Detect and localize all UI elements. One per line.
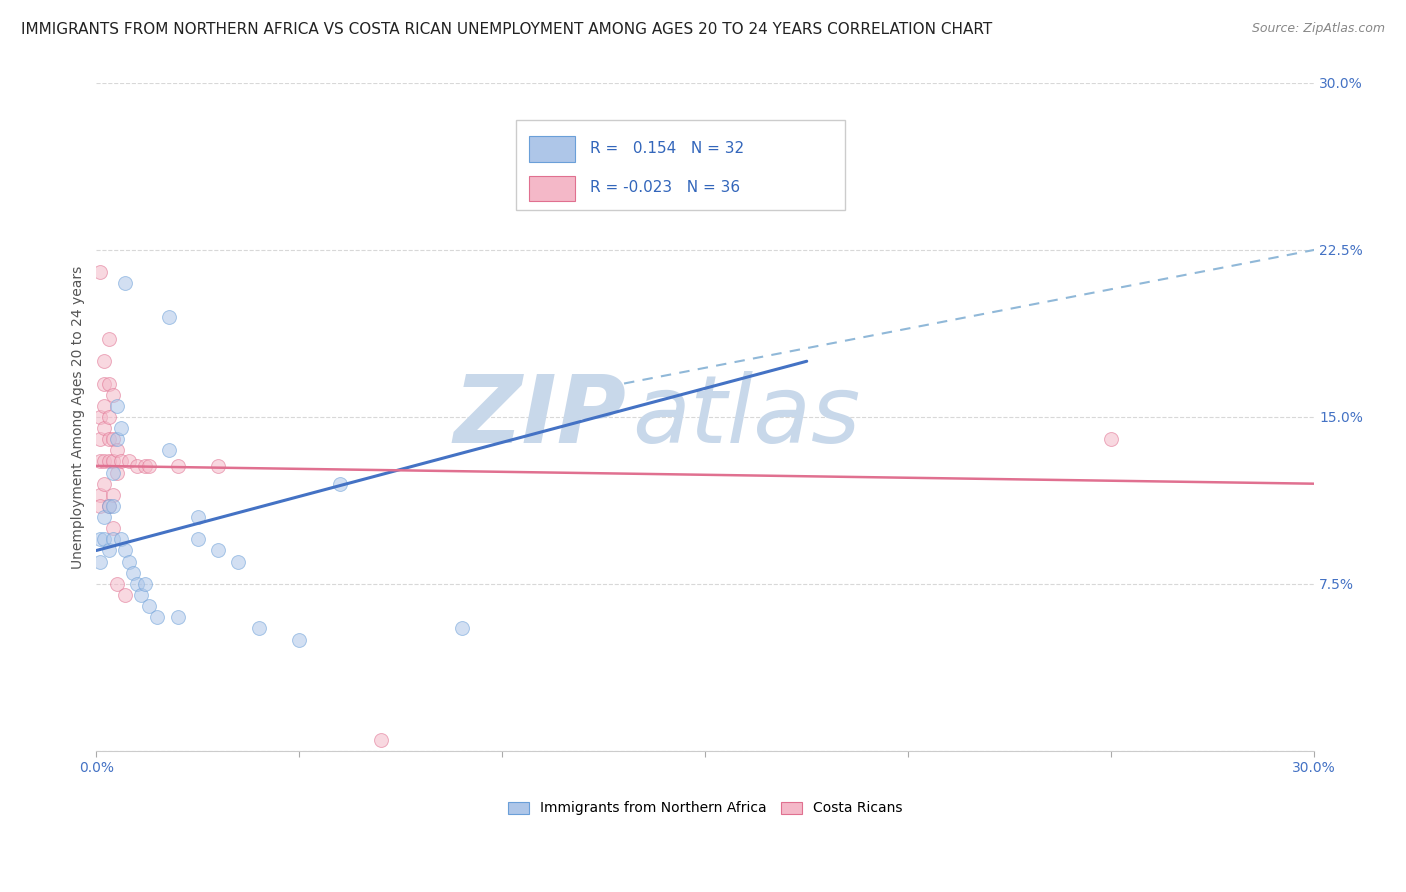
Point (93, 510, 115, 524)
Point (146, 610, 169, 624)
Point (93, 533, 115, 547)
FancyBboxPatch shape (529, 176, 575, 202)
Point (134, 577, 156, 591)
Point (105, 466, 128, 480)
Point (101, 432, 124, 446)
Text: R = -0.023   N = 36: R = -0.023 N = 36 (589, 180, 740, 195)
Point (101, 387, 124, 401)
Point (101, 454, 124, 468)
Point (97, 454, 120, 468)
FancyBboxPatch shape (529, 136, 575, 161)
Point (187, 510, 209, 524)
Point (93, 399, 115, 413)
Point (97, 432, 120, 446)
Point (89, 409, 111, 424)
Point (138, 599, 160, 614)
Point (157, 443, 180, 458)
Point (247, 622, 270, 636)
Point (228, 555, 250, 569)
Point (157, 310, 180, 324)
Point (93, 354, 115, 368)
Point (329, 476, 352, 491)
Point (187, 533, 209, 547)
Point (110, 533, 132, 547)
Point (101, 466, 124, 480)
Point (134, 458, 156, 473)
Point (89, 488, 111, 502)
Point (97, 499, 120, 513)
Point (93, 476, 115, 491)
Text: atlas: atlas (633, 371, 860, 462)
Point (450, 622, 472, 636)
Point (89, 454, 111, 468)
Text: ZIP: ZIP (453, 371, 626, 463)
Point (93, 454, 115, 468)
Text: IMMIGRANTS FROM NORTHERN AFRICA VS COSTA RICAN UNEMPLOYMENT AMONG AGES 20 TO 24 : IMMIGRANTS FROM NORTHERN AFRICA VS COSTA… (21, 22, 993, 37)
Point (89, 555, 111, 569)
Point (89, 265, 111, 279)
Point (101, 521, 124, 535)
Point (288, 632, 311, 647)
Point (370, 732, 392, 747)
Point (207, 458, 229, 473)
Point (512, 143, 534, 157)
Point (97, 332, 120, 346)
Point (207, 543, 229, 558)
Point (101, 533, 124, 547)
Point (166, 610, 188, 624)
Point (118, 454, 141, 468)
Y-axis label: Unemployment Among Ages 20 to 24 years: Unemployment Among Ages 20 to 24 years (72, 265, 86, 568)
FancyBboxPatch shape (516, 120, 845, 210)
Point (105, 443, 128, 458)
Point (125, 458, 148, 473)
Point (114, 543, 136, 558)
Point (101, 499, 124, 513)
Point (105, 399, 128, 413)
Point (89, 499, 111, 513)
Text: Source: ZipAtlas.com: Source: ZipAtlas.com (1251, 22, 1385, 36)
Point (93, 421, 115, 435)
Point (93, 376, 115, 391)
Point (89, 432, 111, 446)
Point (97, 409, 120, 424)
Point (129, 588, 152, 602)
Point (118, 555, 141, 569)
Point (138, 458, 160, 473)
Point (105, 577, 128, 591)
Point (89, 533, 111, 547)
Point (110, 421, 132, 435)
Text: R =   0.154   N = 32: R = 0.154 N = 32 (589, 141, 744, 156)
Point (1099, 432, 1122, 446)
Point (122, 566, 145, 580)
Point (114, 277, 136, 291)
Point (101, 488, 124, 502)
Point (105, 432, 128, 446)
Point (97, 376, 120, 391)
Point (114, 588, 136, 602)
Point (110, 454, 132, 468)
Legend: Immigrants from Northern Africa, Costa Ricans: Immigrants from Northern Africa, Costa R… (502, 795, 910, 822)
Point (97, 543, 120, 558)
Point (97, 499, 120, 513)
Point (166, 458, 188, 473)
Point (125, 577, 148, 591)
